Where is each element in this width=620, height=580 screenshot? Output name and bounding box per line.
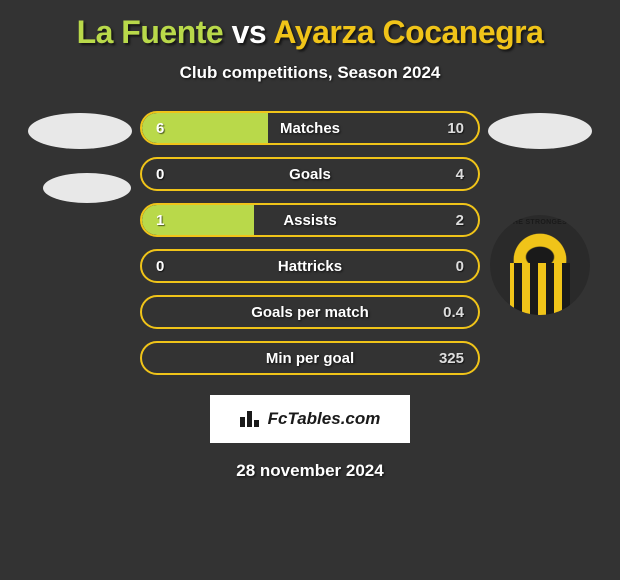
badge-text: THE STRONGEST [490,219,590,226]
badge-stripes [490,215,590,315]
comparison-card: La Fuente vs Ayarza Cocanegra Club compe… [0,0,620,481]
stat-label: Assists [142,212,478,229]
brand-badge[interactable]: FcTables.com [210,395,410,443]
stat-bar: 6Matches10 [140,111,480,145]
date-text: 28 november 2024 [236,461,383,481]
main-row: 6Matches10 0Goals4 1Assists2 0Hattricks0 Goa… [0,111,620,375]
player2-name: Ayarza Cocanegra [273,14,543,50]
player2-club-badge: THE STRONGEST [490,215,590,315]
stat-label: Min per goal [142,350,478,367]
stat-label: Hattricks [142,258,478,275]
player2-avatar-col: THE STRONGEST [480,111,600,315]
player1-club-placeholder [43,173,131,203]
player1-avatar-placeholder [28,113,132,149]
stat-label: Goals per match [142,304,478,321]
vs-text: vs [232,14,267,50]
stat-label: Matches [142,120,478,137]
page-title: La Fuente vs Ayarza Cocanegra [77,14,544,51]
brand-text: FcTables.com [268,409,381,429]
stat-bar: 0Hattricks0 [140,249,480,283]
player2-avatar-placeholder [488,113,592,149]
player1-name: La Fuente [77,14,224,50]
stat-bar: Min per goal325 [140,341,480,375]
bar-chart-icon [240,411,262,427]
stat-label: Goals [142,166,478,183]
stat-bar: 1Assists2 [140,203,480,237]
stats-column: 6Matches10 0Goals4 1Assists2 0Hattricks0 Goa… [140,111,480,375]
player1-avatar-col [20,111,140,203]
stat-bar: Goals per match0.4 [140,295,480,329]
subtitle: Club competitions, Season 2024 [180,63,441,83]
stat-bar: 0Goals4 [140,157,480,191]
